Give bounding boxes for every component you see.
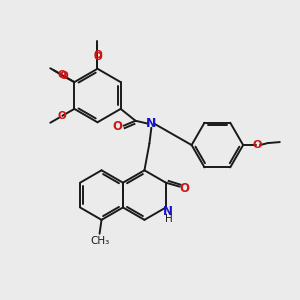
Text: O: O: [58, 70, 67, 80]
Text: O: O: [93, 50, 102, 60]
Text: O: O: [113, 120, 123, 133]
Text: N: N: [163, 205, 173, 218]
Text: O: O: [58, 111, 67, 121]
Text: H: H: [165, 214, 173, 224]
Text: O: O: [93, 52, 102, 62]
Text: N: N: [146, 117, 157, 130]
Text: CH₃: CH₃: [90, 236, 109, 246]
Text: O: O: [180, 182, 190, 195]
Text: O: O: [252, 140, 262, 150]
Text: O: O: [60, 71, 68, 81]
